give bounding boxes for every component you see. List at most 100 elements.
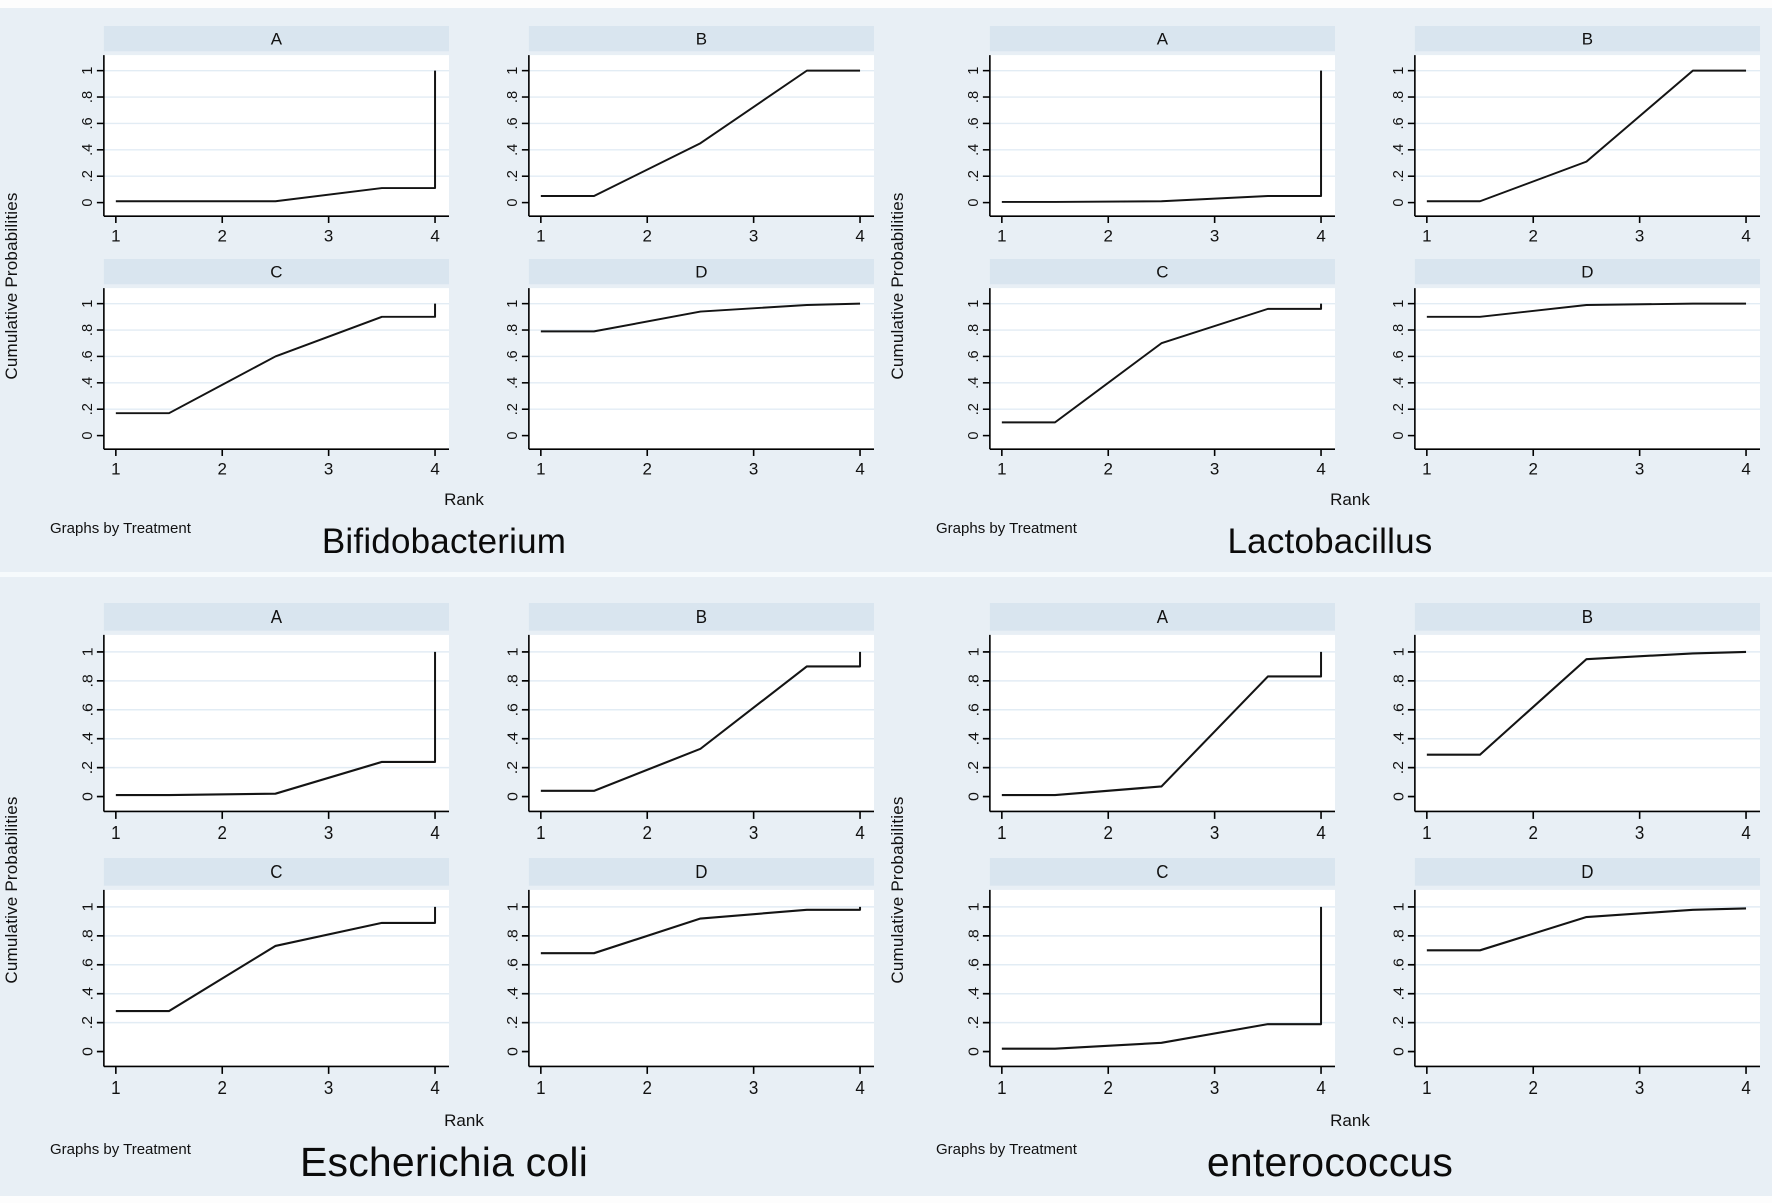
groupby-note: Graphs by Treatment [936,1141,1077,1158]
x-tick-label: 2 [218,227,227,246]
y-tick-label: .4 [505,144,521,156]
cumulative-probability-line [1001,651,1323,797]
y-tick-label: .8 [80,324,96,336]
x-tick-label: 2 [1104,823,1113,844]
y-tick-label: 1 [1391,300,1407,308]
panel-header-label: A [1157,30,1169,49]
y-tick-label: .4 [80,987,96,1001]
panel-A: A 0 .2 .4 .6 .8 1 1 2 3 4 [80,603,450,844]
y-tick-label: 1 [505,67,521,75]
figure-title: Escherichia coli [299,1139,589,1185]
cumulative-probability-line [115,70,437,203]
panel-B: B 0 .2 .4 .6 .8 1 1 2 3 4 [1391,603,1761,843]
y-tick-label: .6 [966,117,982,129]
y-tick-label: .6 [966,350,982,362]
y-tick-label: .6 [1391,117,1407,129]
figure-bifidobacterium: Cumulative Probabilities A 0.2.4.6.8 1 1 2 3 4… [0,0,886,572]
cumulative-probability-line [115,303,437,415]
x-tick-label: 4 [430,823,440,844]
cumulative-probability-line [1426,907,1747,952]
panel-header-strip [528,858,875,886]
x-tick-label: 2 [1104,460,1113,479]
panel-header-label: D [695,862,707,883]
y-tick-label: .8 [966,324,982,336]
cumulative-probability-line [115,651,437,797]
y-tick-label: .6 [1391,703,1407,716]
panel-header-label: D [1581,862,1593,883]
panel-header-label: C [270,263,282,282]
panel-header-label: C [1156,862,1168,883]
x-axis-label: Rank [1330,490,1370,509]
groupby-note: Graphs by Treatment [50,1141,191,1158]
figure-title: Lactobacillus [1227,522,1433,561]
x-tick-label: 2 [643,823,652,844]
x-tick-label: 1 [997,823,1006,844]
panel-C: C 0 .2 .4 .6 .8 1 1 2 3 4 [966,858,1336,1099]
panel-D: D 0 .2 .4 .6 .8 1 1 2 3 4 [1391,259,1761,479]
y-tick-label: .4 [1391,732,1407,746]
y-tick-label: 1 [80,300,96,308]
y-tick-label: 1 [966,300,982,308]
figure-footer: Graphs by Treatment Lactobacillus [898,514,1762,572]
y-tick-label: 1 [505,647,521,656]
y-tick-label: 0 [1391,792,1407,801]
figure-footer: Graphs by Treatment enterococcus [898,1135,1762,1203]
y-tick-label: .2 [80,170,96,182]
x-tick-label: 4 [1316,1078,1326,1099]
panel-A: A 0 .2 .4 .6 .8 1 1 2 3 4 [966,603,1336,844]
x-tick-label: 4 [430,227,439,246]
y-tick-label: .6 [1391,958,1407,971]
y-tick-label: .4 [966,732,982,746]
y-tick-label: .4 [80,144,96,156]
x-tick-label: 1 [536,1078,545,1099]
y-tick-label: .2 [1391,403,1407,415]
y-tick-label: .4 [505,377,521,389]
y-tick-label: .4 [966,987,982,1001]
y-tick-label: 0 [80,432,96,440]
cumulative-probability-line [1001,70,1323,203]
panels-grid: A 0 .2 .4 .6 .8 1 1 2 3 4 B 0 .2 .4 .6 .8 1 1 2 3 4 C 0 .2 .4 .6 .8… [12,603,876,1109]
panel-header-strip [1414,259,1761,285]
panel-header-label: B [1582,30,1593,49]
x-tick-label: 1 [1422,460,1431,479]
y-tick-label: .8 [1391,91,1407,103]
y-tick-label: .4 [1391,377,1407,389]
y-tick-label: .8 [80,91,96,103]
panel-header-label: B [696,607,707,628]
y-tick-label: 1 [1391,902,1407,911]
y-tick-label: .8 [80,674,96,687]
y-tick-label: 1 [505,902,521,911]
x-tick-label: 4 [1316,227,1325,246]
x-tick-label: 4 [855,823,865,844]
x-tick-label: 3 [749,460,758,479]
panel-header-strip [989,858,1336,886]
x-tick-label: 4 [1316,823,1326,844]
x-tick-label: 1 [997,460,1006,479]
y-tick-label: .2 [505,170,521,182]
panel-D: D 0 .2 .4 .6 .8 1 1 2 3 4 [505,259,875,479]
y-tick-label: .8 [966,929,982,942]
figure-lactobacillus: Cumulative Probabilities A 0.2.4.6.8 1 1 2 3 4… [886,0,1772,572]
x-tick-label: 2 [643,460,652,479]
panel-header-strip [1414,858,1761,886]
cumulative-probability-line [1426,69,1747,203]
panel-header-strip [103,26,450,52]
figure-footer: Graphs by Treatment Escherichia coli [12,1135,876,1203]
cumulative-probability-line [540,651,862,792]
y-tick-label: .2 [505,761,521,774]
groupby-note: Graphs by Treatment [50,520,191,537]
y-tick-label: .6 [505,958,521,971]
y-tick-label: .4 [80,377,96,389]
x-tick-label: 3 [324,823,333,844]
x-tick-label: 2 [1529,460,1538,479]
y-tick-label: .6 [505,703,521,716]
x-tick-label: 2 [218,823,227,844]
x-tick-label: 3 [324,1078,333,1099]
y-tick-label: 1 [80,67,96,75]
y-tick-label: 1 [80,902,96,911]
panel-header-strip [989,259,1336,285]
panel-C: C 0 .2 .4 .6 .8 1 1 2 3 4 [80,858,450,1099]
panels-grid: A 0 .2 .4 .6 .8 1 1 2 3 4 B 0 .2 .4 .6 .8 1 1 2 3 4 C 0 .2 .4 .6 .8… [898,26,1762,488]
x-tick-label: 1 [536,460,545,479]
